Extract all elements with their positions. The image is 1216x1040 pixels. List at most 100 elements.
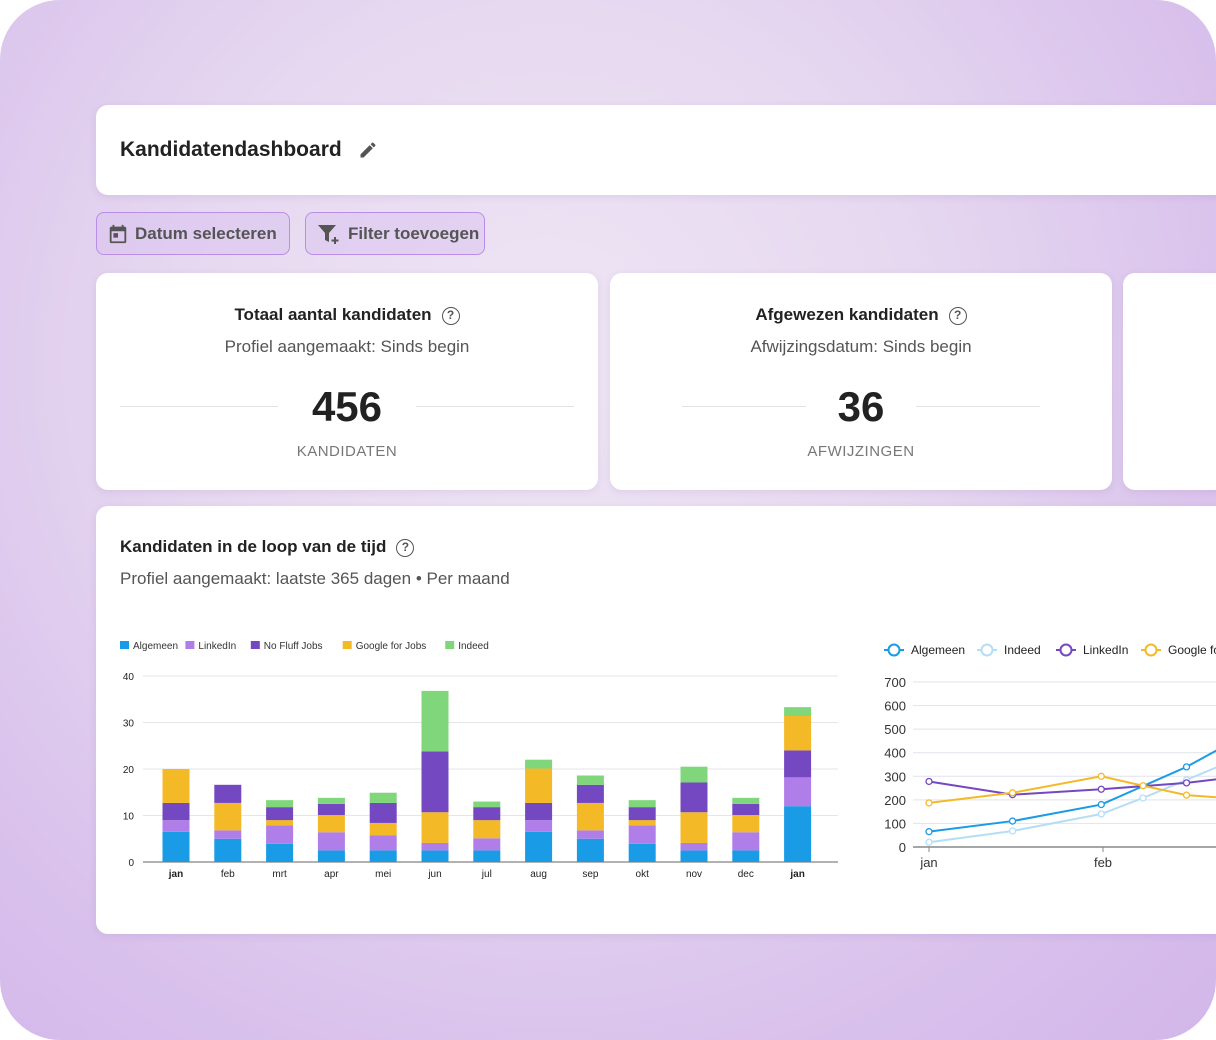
line-y-tick-label: 400 <box>884 746 906 761</box>
bar-legend-swatch <box>445 641 455 649</box>
help-icon[interactable]: ? <box>396 538 415 557</box>
kpi-title: Totaal aantal kandidaten <box>234 305 432 324</box>
bar-x-tick-label: jul <box>481 869 492 880</box>
bar-legend-swatch <box>250 641 260 649</box>
line-point-google-for-jobs <box>1008 789 1017 797</box>
bar-segment-algemeen <box>369 850 397 862</box>
kpi-card-total-candidates: Totaal aantal kandidaten? Profiel aangem… <box>96 273 598 490</box>
bar-x-tick-label: okt <box>636 869 650 880</box>
bar-segment-linkedin <box>732 832 760 851</box>
candidates-over-time-card: Kandidaten in de loop van de tijd? Profi… <box>96 506 1216 934</box>
kpi-value: 36 <box>837 383 885 430</box>
bar-segment-no-fluff-jobs <box>317 803 345 816</box>
line-y-tick-label: 300 <box>884 769 906 784</box>
bar-legend-label: Google for Jobs <box>356 641 427 652</box>
bar-segment-google-for-jobs <box>525 768 553 803</box>
bar-segment-google-for-jobs <box>162 769 190 803</box>
bar-segment-algemeen <box>576 838 604 862</box>
bar-segment-indeed <box>473 801 501 808</box>
line-legend-label: Indeed <box>1004 643 1041 657</box>
line-y-tick-label: 100 <box>884 816 906 831</box>
select-date-button[interactable]: Datum selecteren <box>96 212 290 255</box>
calendar-icon <box>109 224 127 243</box>
bar-segment-linkedin <box>473 838 501 851</box>
bar-segment-algemeen <box>784 806 812 862</box>
bar-x-tick-label: mrt <box>272 869 287 880</box>
line-point-indeed <box>925 838 933 846</box>
bar-segment-algemeen <box>214 838 242 862</box>
help-icon[interactable]: ? <box>948 306 967 325</box>
bar-segment-no-fluff-jobs <box>784 750 812 778</box>
bar-segment-indeed <box>266 800 294 808</box>
bar-segment-google-for-jobs <box>680 812 708 843</box>
bar-x-tick-label: dec <box>738 869 754 880</box>
line-legend-label: LinkedIn <box>1083 643 1128 657</box>
dashboard-header: Kandidatendashboard <box>96 105 1216 195</box>
bar-segment-google-for-jobs <box>421 812 449 843</box>
bar-x-tick-label: jun <box>427 869 441 880</box>
line-legend-marker-circle <box>980 643 994 657</box>
kpi-card-partial <box>1123 273 1216 490</box>
line-point-algemeen <box>925 828 933 836</box>
bar-segment-no-fluff-jobs <box>576 784 604 803</box>
bar-x-tick-label: jan <box>789 869 804 880</box>
bar-legend-label: Indeed <box>458 641 489 652</box>
bar-segment-no-fluff-jobs <box>162 802 190 821</box>
filter-add-icon <box>318 224 339 244</box>
line-point-indeed <box>1008 827 1017 835</box>
bar-legend-label: Algemeen <box>133 641 178 652</box>
line-point-google-for-jobs <box>1097 772 1105 780</box>
bar-segment-google-for-jobs <box>732 815 760 833</box>
line-point-algemeen <box>1008 817 1017 825</box>
bar-segment-no-fluff-jobs <box>680 782 708 813</box>
line-point-algemeen <box>1182 763 1191 771</box>
divider <box>120 406 278 407</box>
line-point-indeed <box>1139 794 1147 802</box>
bar-segment-google-for-jobs <box>576 802 604 831</box>
bar-segment-algemeen <box>525 831 553 862</box>
line-point-linkedin <box>925 777 933 786</box>
pencil-icon[interactable] <box>358 140 378 160</box>
bar-segment-indeed <box>317 797 345 804</box>
bar-segment-indeed <box>576 775 604 785</box>
chart-title: Kandidaten in de loop van de tijd <box>120 537 387 556</box>
bar-segment-indeed <box>421 690 449 752</box>
bar-segment-google-for-jobs <box>628 820 656 826</box>
line-y-tick-label: 200 <box>884 793 906 808</box>
bar-x-tick-label: mei <box>375 869 391 880</box>
line-legend-label: Google fo <box>1168 643 1216 657</box>
bar-segment-linkedin <box>214 830 242 839</box>
bar-segment-no-fluff-jobs <box>369 802 397 823</box>
bar-segment-algemeen <box>162 831 190 862</box>
bar-segment-algemeen <box>732 850 760 862</box>
bar-segment-indeed <box>680 766 708 783</box>
bar-segment-google-for-jobs <box>784 715 812 751</box>
line-series-indeed <box>928 766 1216 844</box>
line-series-algemeen <box>928 749 1216 833</box>
bar-segment-indeed <box>784 707 812 716</box>
bar-segment-linkedin <box>784 777 812 807</box>
bar-segment-linkedin <box>421 842 449 851</box>
bar-x-tick-label: sep <box>582 869 599 880</box>
help-icon[interactable]: ? <box>441 306 460 325</box>
bar-segment-algemeen <box>680 850 708 862</box>
bar-segment-google-for-jobs <box>214 802 242 831</box>
kpi-unit: KANDIDATEN <box>296 443 398 460</box>
bar-segment-no-fluff-jobs <box>732 803 760 816</box>
page-title: Kandidatendashboard <box>120 138 342 161</box>
bar-y-tick-label: 10 <box>123 812 135 823</box>
bar-segment-indeed <box>628 800 656 808</box>
bar-segment-google-for-jobs <box>369 822 397 836</box>
bar-segment-algemeen <box>628 843 656 862</box>
bar-segment-algemeen <box>421 850 449 862</box>
bar-x-tick-label: feb <box>221 869 235 880</box>
bar-x-tick-label: apr <box>324 869 339 880</box>
line-legend-label: Algemeen <box>911 643 965 657</box>
line-y-tick-label: 600 <box>884 699 906 714</box>
bar-legend-swatch <box>185 641 195 649</box>
bar-segment-no-fluff-jobs <box>525 802 553 821</box>
bar-x-tick-label: aug <box>530 869 547 880</box>
bar-segment-linkedin <box>162 820 190 832</box>
line-y-tick-label: 500 <box>884 722 906 737</box>
add-filter-button[interactable]: Filter toevoegen <box>305 212 485 255</box>
